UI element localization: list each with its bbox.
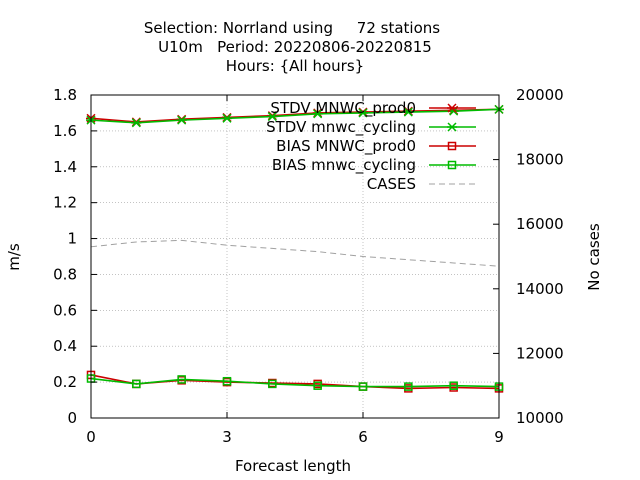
legend-label: BIAS MNWC_prod0 — [276, 137, 416, 156]
x-tick-label: 0 — [86, 428, 96, 446]
series-bias-mnwc-prod0 — [86, 370, 504, 393]
x-tick-label: 9 — [494, 428, 504, 446]
y2-tick-label: 12000 — [516, 344, 564, 362]
series-point-bias-mnwc-cycling — [404, 382, 413, 391]
y-tick-label: 0.4 — [53, 337, 77, 355]
series-point-bias-mnwc-cycling — [358, 382, 368, 391]
ticks: 0 0.2 0.4 0.6 0.8 1 1.2 1.4 1.6 1.8 0 3 6 9 10000 12000… — [53, 86, 564, 446]
y-tick-label: 0.6 — [53, 301, 77, 319]
y2-tick-label: 16000 — [516, 215, 564, 233]
series-cases — [90, 239, 500, 267]
series-point-stdv-mnwc-cycling — [312, 109, 323, 119]
x-axis-label: Forecast length — [235, 457, 351, 475]
series-point-stdv-mnwc-cycling — [403, 107, 414, 117]
series-layer — [86, 104, 504, 393]
series-point-stdv-mnwc-cycling — [176, 115, 187, 125]
series-point-stdv-mnwc-cycling — [358, 108, 368, 118]
legend-swatch-marker — [447, 141, 457, 151]
series-point-bias-mnwc-cycling — [132, 379, 141, 389]
plot-border — [90, 94, 500, 419]
legend-swatch-marker — [447, 122, 457, 132]
y2-tick-label: 20000 — [516, 86, 564, 104]
series-point-bias-mnwc-cycling — [222, 376, 232, 386]
legend-swatch-marker — [447, 160, 457, 170]
x-tick-label: 3 — [222, 428, 232, 446]
legend-label: BIAS mnwc_cycling — [272, 156, 416, 175]
y-tick-label: 1.4 — [53, 158, 77, 176]
y2-axis-label: No cases — [585, 223, 603, 291]
legend-swatch-marker — [447, 103, 457, 113]
series-point-bias-mnwc-cycling — [313, 381, 322, 390]
y-tick-label: 0.8 — [53, 265, 77, 283]
series-point-stdv-mnwc-cycling — [222, 113, 232, 123]
legend-label: STDV mnwc_cycling — [266, 118, 416, 137]
y-tick-label: 1 — [67, 230, 77, 248]
grid — [91, 95, 499, 418]
series-point-stdv-mnwc-cycling — [267, 112, 278, 122]
y2-tick-label: 18000 — [516, 151, 564, 169]
y-tick-label: 1.2 — [53, 194, 77, 212]
y2-tick-label: 14000 — [516, 280, 564, 298]
y-tick-label: 0 — [67, 409, 77, 427]
series-line-cases — [90, 239, 500, 267]
series-point-bias-mnwc-cycling — [268, 379, 277, 389]
legend-label: CASES — [367, 175, 416, 193]
series-point-stdv-mnwc-cycling — [131, 118, 142, 128]
legend-label: STDV MNWC_prod0 — [270, 99, 416, 118]
chart-title-line-1: Selection: Norrland using 72 stations — [144, 19, 440, 37]
chart-title-line-3: Hours: {All hours} — [226, 57, 364, 75]
series-line-stdv-mnwc-prod0 — [90, 108, 500, 123]
y-tick-label: 1.6 — [53, 122, 77, 140]
y-tick-label: 1.8 — [53, 86, 77, 104]
chart-title-line-2: U10m Period: 20220806-20220815 — [158, 38, 432, 56]
y-tick-label: 0.2 — [53, 373, 77, 391]
y2-tick-label: 10000 — [516, 409, 564, 427]
series-point-bias-mnwc-cycling — [449, 381, 458, 390]
series-point-bias-mnwc-cycling — [177, 375, 186, 384]
x-tick-label: 6 — [358, 428, 368, 446]
series-line-bias-mnwc-cycling — [90, 377, 500, 388]
y-axis-label: m/s — [5, 243, 23, 271]
series-line-stdv-mnwc-cycling — [90, 108, 500, 124]
